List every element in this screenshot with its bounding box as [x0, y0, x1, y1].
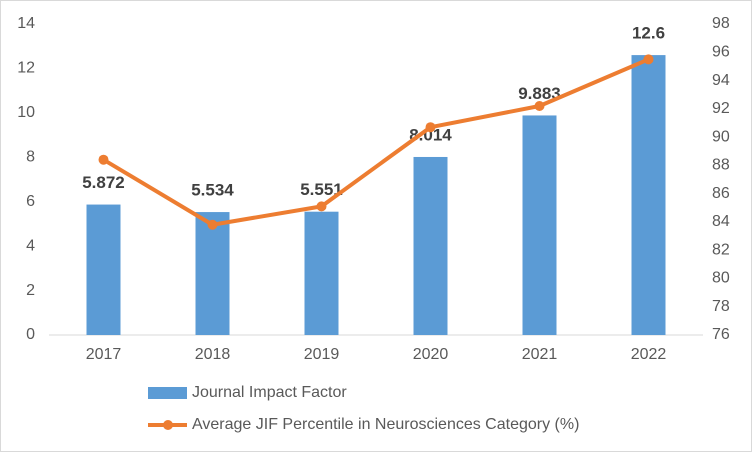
y2-tick-label: 84: [712, 213, 730, 230]
legend-marker: [163, 420, 173, 430]
x-tick-label: 2017: [86, 346, 122, 363]
y2-tick-label: 98: [712, 15, 730, 32]
line-marker: [643, 54, 654, 65]
line-marker: [316, 201, 327, 212]
y2-tick-label: 86: [712, 185, 730, 202]
data-label: 5.551: [300, 180, 343, 199]
y2-tick-label: 76: [712, 326, 730, 343]
bar: [304, 211, 339, 335]
data-label: 8.014: [409, 125, 452, 144]
y-tick-label: 6: [26, 193, 35, 210]
data-label: 9.883: [518, 84, 561, 103]
y-tick-label: 10: [17, 104, 35, 121]
y2-tick-label: 94: [712, 72, 730, 89]
data-label: 5.872: [82, 173, 125, 192]
x-tick-label: 2019: [304, 346, 340, 363]
y-tick-label: 2: [26, 282, 35, 299]
bar: [86, 204, 121, 335]
y2-tick-label: 88: [712, 157, 730, 174]
legend-swatch: [148, 387, 187, 399]
line-marker: [534, 100, 545, 111]
legend-label: Journal Impact Factor: [192, 384, 347, 401]
x-tick-label: 2018: [195, 346, 231, 363]
bar: [413, 156, 448, 335]
y2-tick-label: 78: [712, 298, 730, 315]
y-tick-label: 0: [26, 326, 35, 343]
y2-tick-label: 82: [712, 241, 730, 258]
y-tick-label: 12: [17, 60, 35, 77]
bar: [195, 212, 230, 335]
y-tick-label: 4: [26, 237, 35, 254]
x-tick-label: 2021: [522, 346, 558, 363]
x-tick-label: 2020: [413, 346, 449, 363]
y-tick-label: 14: [17, 15, 35, 32]
data-label: 5.534: [191, 181, 234, 200]
data-label: 12.6: [632, 24, 665, 43]
y-tick-label: 8: [26, 149, 35, 166]
y2-tick-label: 96: [712, 43, 730, 60]
bar: [522, 115, 557, 336]
line-marker: [207, 219, 218, 230]
line: [102, 57, 650, 227]
y2-tick-label: 80: [712, 270, 730, 287]
line-marker: [98, 154, 109, 165]
y2-tick-label: 92: [712, 100, 730, 117]
legend-label: Average JIF Percentile in Neurosciences …: [192, 416, 579, 433]
x-tick-label: 2022: [631, 346, 667, 363]
y2-tick-label: 90: [712, 128, 730, 145]
line-marker: [425, 122, 436, 133]
bar: [631, 55, 666, 335]
